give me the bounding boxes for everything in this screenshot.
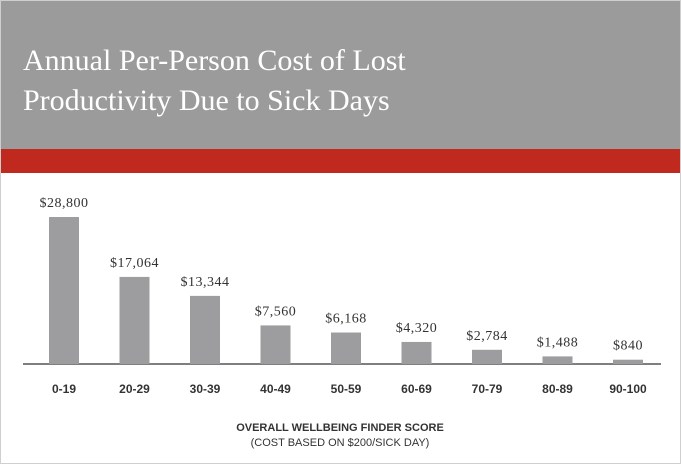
x-tick-label: 30-39 (190, 382, 221, 396)
x-tick-label: 80-89 (542, 382, 573, 396)
value-label: $2,784 (466, 329, 508, 344)
chart-title: Annual Per-Person Cost of Lost Productiv… (23, 44, 406, 117)
x-tick-label: 90-100 (609, 382, 647, 396)
bar (49, 217, 79, 364)
value-label: $13,344 (181, 275, 230, 290)
bar (119, 276, 150, 364)
bar (472, 349, 502, 364)
bar (190, 295, 220, 364)
accent-band (1, 149, 680, 173)
bar (613, 359, 643, 364)
value-label: $6,168 (325, 312, 367, 327)
x-tick-label: 60-69 (401, 382, 432, 396)
value-label: $840 (613, 339, 643, 354)
value-label: $4,320 (396, 321, 438, 336)
header: Annual Per-Person Cost of Lost Productiv… (1, 1, 680, 149)
bar (331, 332, 361, 364)
x-tick-label: 0-19 (52, 382, 76, 396)
bar (542, 356, 573, 364)
x-tick-label: 70-79 (472, 382, 503, 396)
value-label: $7,560 (255, 304, 297, 319)
x-tick-label: 50-59 (331, 382, 362, 396)
value-label: $1,488 (537, 335, 579, 350)
x-tick-label: 20-29 (119, 382, 150, 396)
x-axis-title: OVERALL WELLBEING FINDER SCORE (236, 422, 444, 434)
x-axis-subtitle: (COST BASED ON $200/SICK DAY) (251, 437, 430, 449)
value-label: $17,064 (110, 256, 159, 271)
bar (401, 341, 432, 364)
bar (260, 325, 291, 364)
value-label: $28,800 (40, 196, 89, 211)
x-tick-label: 40-49 (260, 382, 291, 396)
